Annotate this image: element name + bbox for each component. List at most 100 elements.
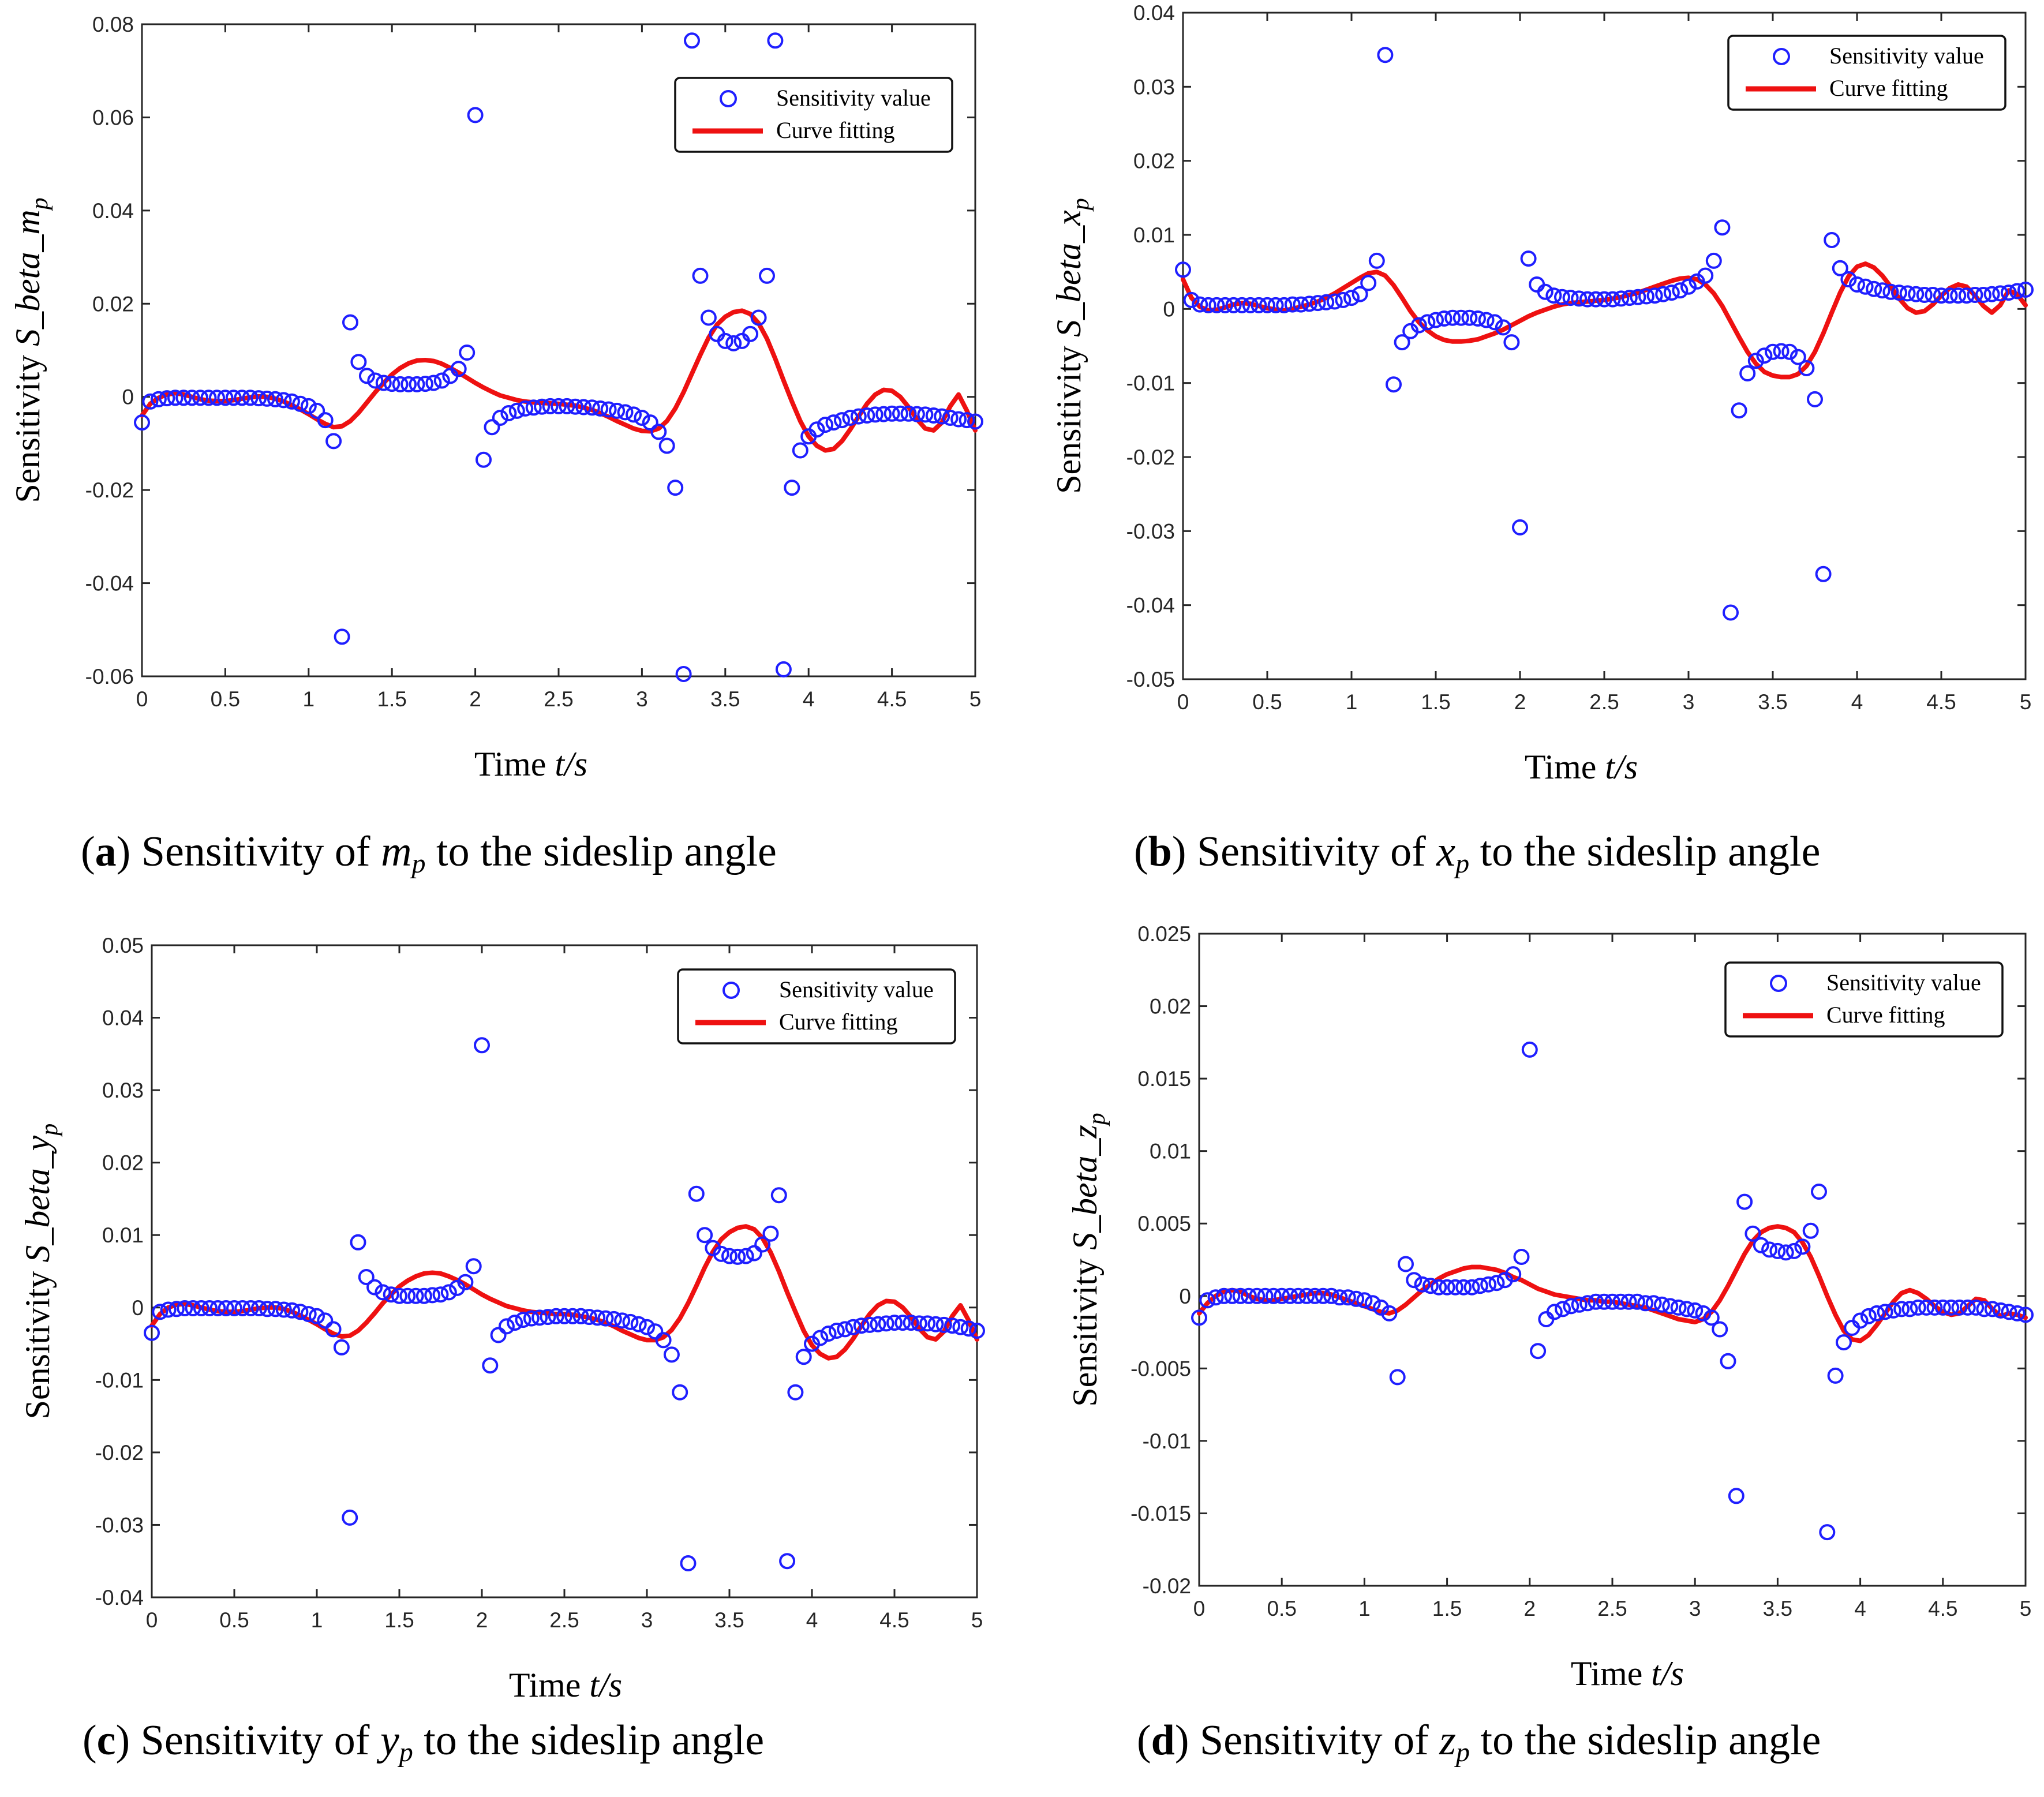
sensitivity-point bbox=[1234, 297, 1251, 313]
x-tick-label: 0.5 bbox=[1267, 1597, 1296, 1620]
x-tick-label: 2 bbox=[469, 687, 481, 711]
plot-area bbox=[1182, 12, 2027, 680]
sensitivity-point bbox=[1512, 519, 1528, 536]
sensitivity-point bbox=[1781, 343, 1798, 360]
sensitivity-point bbox=[1563, 1298, 1579, 1315]
sensitivity-point bbox=[317, 412, 334, 429]
y-tick-label: 0.025 bbox=[1137, 922, 1191, 946]
sensitivity-point bbox=[1885, 1302, 1901, 1319]
data-layer bbox=[1175, 47, 2034, 621]
sensitivity-point bbox=[1630, 289, 1646, 305]
y-tick-label: 0.02 bbox=[92, 292, 134, 316]
y-axis-label: Sensitivity S_beta_xp bbox=[1050, 198, 1094, 494]
sensitivity-point bbox=[1891, 284, 1907, 301]
sensitivity-point bbox=[1225, 297, 1242, 313]
sensitivity-point bbox=[853, 1317, 870, 1334]
sensitivity-point bbox=[609, 402, 626, 419]
sensitivity-point bbox=[1290, 1287, 1306, 1304]
sensitivity-point bbox=[1893, 1301, 1910, 1317]
sensitivity-point bbox=[531, 1309, 548, 1326]
sensitivity-point bbox=[875, 406, 892, 422]
y-tick-label: 0 bbox=[122, 385, 134, 409]
curve-fitting-line bbox=[140, 308, 978, 453]
sensitivity-point bbox=[1282, 1287, 1298, 1304]
x-tick-label: 1.5 bbox=[384, 1608, 414, 1632]
sensitivity-point bbox=[1339, 1289, 1356, 1306]
sensitivity-point bbox=[1240, 1287, 1257, 1304]
sensitivity-point bbox=[935, 1316, 952, 1333]
sensitivity-point bbox=[250, 390, 267, 407]
sensitivity-point bbox=[969, 1323, 985, 1339]
x-axis-label-var: t/s bbox=[555, 745, 587, 783]
y-axis-label: Sensitivity S_beta_yp bbox=[18, 1124, 63, 1420]
sensitivity-point bbox=[713, 1245, 729, 1262]
y-tick-label: -0.01 bbox=[95, 1368, 144, 1392]
sensitivity-point bbox=[1386, 376, 1402, 393]
sensitivity-point bbox=[878, 1315, 894, 1332]
sensitivity-point bbox=[366, 1279, 383, 1296]
sensitivity-point bbox=[967, 413, 983, 430]
legend: Sensitivity value Curve fitting bbox=[1724, 961, 2004, 1038]
chart-panel-c: 0 0.5 1 1.5 2 2.5 3 3.5 4 4.5 5 -0.04 -0.03 -0.02 -0.0… bbox=[18, 934, 985, 1768]
caption-text-suffix: to the sideslip angle bbox=[1469, 828, 1820, 875]
sensitivity-point bbox=[1562, 290, 1579, 306]
y-tick-label: 0.05 bbox=[102, 934, 144, 957]
sensitivity-point bbox=[1216, 1287, 1232, 1304]
sensitivity-point bbox=[1959, 1299, 1976, 1316]
x-axis-label: Time t/s bbox=[509, 1666, 622, 1704]
sensitivity-point bbox=[1761, 1241, 1778, 1258]
y-axis-label: Sensitivity S_beta_zp bbox=[1066, 1113, 1110, 1406]
sensitivity-point bbox=[597, 1310, 614, 1327]
sensitivity-point bbox=[508, 402, 525, 419]
y-axis-label-text: Sensitivity bbox=[18, 1263, 57, 1420]
sensitivity-point bbox=[917, 406, 934, 423]
x-tick-label: 0.5 bbox=[219, 1608, 249, 1632]
sensitivity-point bbox=[1663, 284, 1680, 301]
sensitivity-point bbox=[647, 1323, 664, 1340]
sensitivity-point bbox=[1455, 1279, 1472, 1296]
sensitivity-point bbox=[721, 1248, 738, 1264]
sensitivity-point bbox=[1874, 282, 1890, 299]
sensitivity-point bbox=[1662, 1298, 1679, 1315]
legend-marker-icon bbox=[722, 982, 740, 999]
sensitivity-point bbox=[1620, 1293, 1637, 1310]
legend-marker-icon bbox=[720, 90, 737, 107]
sensitivity-point bbox=[457, 1274, 474, 1290]
sensitivity-point bbox=[567, 398, 583, 415]
caption-panel-letter: b bbox=[1148, 828, 1172, 875]
sensitivity-point bbox=[1933, 287, 1949, 304]
sensitivity-point bbox=[500, 405, 517, 421]
sensitivity-point bbox=[759, 267, 775, 284]
sensitivity-point bbox=[250, 1300, 267, 1316]
sensitivity-point bbox=[185, 1300, 201, 1316]
sensitivity-point bbox=[1323, 1287, 1340, 1304]
sensitivity-point bbox=[150, 391, 167, 407]
sensitivity-point bbox=[684, 32, 700, 49]
sensitivity-point bbox=[234, 1300, 251, 1316]
sensitivity-point bbox=[1394, 334, 1410, 351]
sensitivity-point bbox=[564, 1308, 581, 1324]
sensitivity-point bbox=[692, 267, 709, 284]
sensitivity-point bbox=[942, 410, 959, 426]
sensitivity-point bbox=[275, 392, 292, 409]
sensitivity-point bbox=[1478, 312, 1495, 328]
sensitivity-point bbox=[1537, 283, 1553, 300]
sensitivity-point bbox=[862, 1316, 878, 1333]
sensitivity-point bbox=[1629, 1293, 1645, 1310]
caption-var-sub: p bbox=[1454, 848, 1469, 879]
y-axis-label-var: S_beta_z bbox=[1066, 1125, 1104, 1250]
chart-panel-d: 0 0.5 1 1.5 2 2.5 3 3.5 4 4.5 5 -0.02 -0.015 -0.01 -0.… bbox=[1066, 922, 2034, 1768]
sensitivity-point bbox=[572, 1308, 589, 1324]
sensitivity-point bbox=[1472, 1278, 1488, 1294]
sensitivity-point bbox=[1849, 276, 1865, 293]
x-tick-label: 0 bbox=[1177, 690, 1189, 714]
y-tick-label: 0.02 bbox=[102, 1151, 144, 1175]
sensitivity-point bbox=[605, 1311, 622, 1327]
sensitivity-point bbox=[1579, 291, 1596, 308]
sensitivity-point bbox=[1207, 1289, 1224, 1306]
sensitivity-point bbox=[184, 390, 200, 406]
sensitivity-point bbox=[358, 1269, 375, 1285]
curve-fitting-line bbox=[1197, 1224, 2028, 1343]
sensitivity-point bbox=[795, 1349, 812, 1365]
sensitivity-point bbox=[450, 361, 467, 377]
